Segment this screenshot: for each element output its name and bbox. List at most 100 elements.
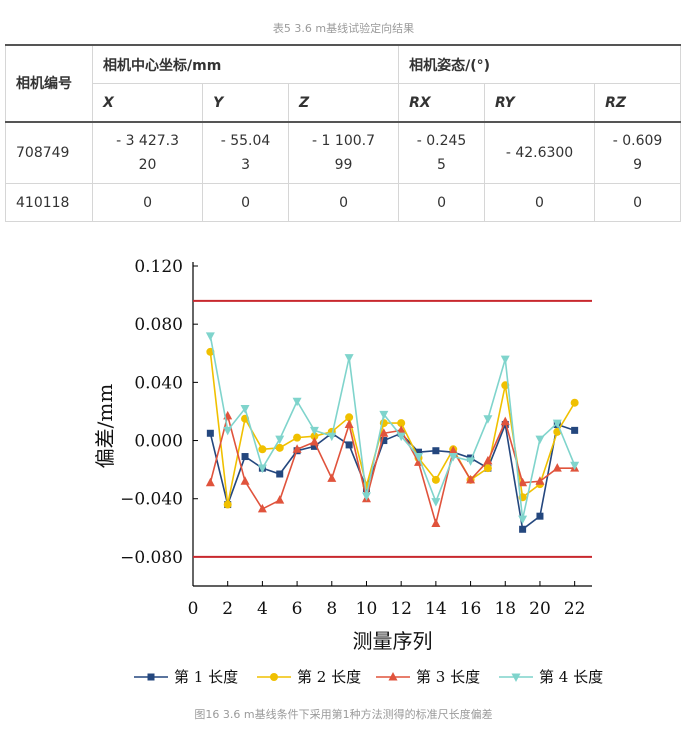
x-tick-label: 8 [326, 599, 337, 619]
camera-id-cell: 410118 [5, 183, 93, 222]
series-2-point [431, 475, 440, 484]
series-4-point [223, 426, 233, 436]
series-2-line [209, 351, 576, 505]
series-4-point [396, 432, 406, 442]
series-3-point [379, 428, 389, 437]
series-4-point [431, 498, 441, 507]
series-4-point [275, 435, 285, 445]
x-axis-label: 测量序列 [353, 629, 433, 653]
series-4-point [535, 435, 545, 445]
series-1-point [241, 453, 249, 461]
series-3-point [240, 476, 250, 485]
series-3-point [205, 477, 215, 487]
series-1-point [519, 525, 527, 533]
legend-label: 第 4 长度 [539, 668, 603, 686]
y-tick-label: 0.040 [134, 373, 183, 393]
series-3-point [257, 503, 267, 513]
series-4-line [209, 335, 576, 520]
value-cell: 0 [202, 183, 289, 222]
series-1-line [209, 421, 575, 531]
series-4-point [205, 332, 215, 341]
series-2-point [397, 419, 406, 428]
series-2-point [483, 464, 492, 473]
series-1-point [415, 448, 423, 456]
legend-marker [147, 673, 155, 681]
y-axis-label: 偏差/mm [93, 384, 117, 469]
x-tick-label: 4 [257, 599, 268, 619]
camera-id-cell: 708749 [5, 121, 93, 184]
header-center-coordinates: 相机中心坐标/mm [91, 44, 400, 84]
series-3-point [518, 477, 528, 487]
x-tick-label: 16 [460, 599, 482, 619]
value-cell: 0 [594, 183, 681, 222]
table-row: 410118 0 0 0 0 0 0 [5, 183, 681, 222]
series-4-point [466, 457, 476, 466]
table-caption: 表5 3.6 m基线试验定向结果 [272, 22, 415, 35]
series-2-point [570, 398, 579, 407]
header-col-rx: RX [398, 83, 485, 123]
series-2-point [293, 433, 302, 442]
series-1-point [345, 441, 353, 449]
series-2-point [258, 445, 267, 454]
series-1-point [432, 447, 440, 455]
series-2-point [345, 413, 354, 422]
series-1-point [206, 429, 214, 437]
series-4-point [309, 426, 319, 436]
series-3-point [431, 518, 441, 527]
series-2-point [275, 443, 284, 452]
header-col-z: Z [287, 83, 400, 123]
value-cell: - 42.6300 [483, 121, 596, 184]
header-col-x: X [91, 83, 204, 123]
legend-label: 第 3 长度 [416, 668, 480, 686]
x-tick-label: 10 [356, 599, 378, 619]
series-1-point [536, 512, 544, 520]
legend-marker [388, 672, 398, 681]
table-row: 708749 - 3 427.320 - 55.043 - 1 100.799 … [5, 121, 681, 184]
legend-label: 第 2 长度 [297, 668, 361, 686]
value-cell: - 0.2455 [398, 121, 485, 184]
y-tick-label: 0.080 [134, 315, 183, 335]
series-4-point [448, 453, 458, 462]
header-col-ry: RY [483, 83, 596, 123]
series-3-point [552, 463, 562, 472]
value-cell: 0 [287, 183, 400, 222]
series-3-point [448, 445, 458, 455]
series-1-point [276, 470, 284, 478]
value-cell: - 3 427.320 [91, 121, 204, 184]
header-camera-attitude: 相机姿态/(°) [398, 44, 681, 84]
series-4-point [292, 397, 302, 407]
series-3-point [292, 444, 302, 453]
legend-label: 第 1 长度 [174, 668, 238, 686]
series-4-point [344, 354, 354, 363]
deviation-line-chart: 0.120 0.080 0.040 0.000 −0.040 −0.080 0 2 4 6 8 10 1… [93, 257, 603, 686]
x-tick-label: 18 [494, 599, 516, 619]
y-tick-label: 0.120 [134, 257, 183, 277]
value-cell: 0 [483, 183, 596, 222]
series-3-point [500, 416, 510, 426]
series-1-point [380, 437, 388, 445]
series-2-point [310, 432, 319, 441]
series-4-point [240, 405, 250, 414]
results-table: 相机编号 相机中心坐标/mm 相机姿态/(°) X Y Z RX RY RZ 7… [5, 44, 681, 222]
y-tick-label: −0.040 [120, 490, 183, 510]
series-3-point [483, 455, 493, 465]
series-3-point [535, 476, 545, 485]
series-4-point [361, 492, 371, 501]
x-tick-label: 2 [222, 599, 233, 619]
x-tick-label: 20 [529, 599, 551, 619]
series-4-point [327, 432, 337, 442]
value-cell: 0 [91, 183, 204, 222]
series-3-point [344, 419, 354, 429]
series-4-point [518, 515, 528, 525]
series-4-point [570, 461, 580, 471]
series-3-point [309, 437, 319, 446]
header-col-y: Y [202, 83, 289, 123]
series-3-point [327, 473, 337, 482]
series-3-point [466, 474, 476, 484]
x-tick-label: 12 [390, 599, 412, 619]
value-cell: - 55.043 [202, 121, 289, 184]
series-1-point [571, 426, 579, 434]
legend-marker [270, 673, 278, 681]
x-tick-label: 6 [292, 599, 303, 619]
y-tick-label: 0.000 [134, 432, 183, 452]
